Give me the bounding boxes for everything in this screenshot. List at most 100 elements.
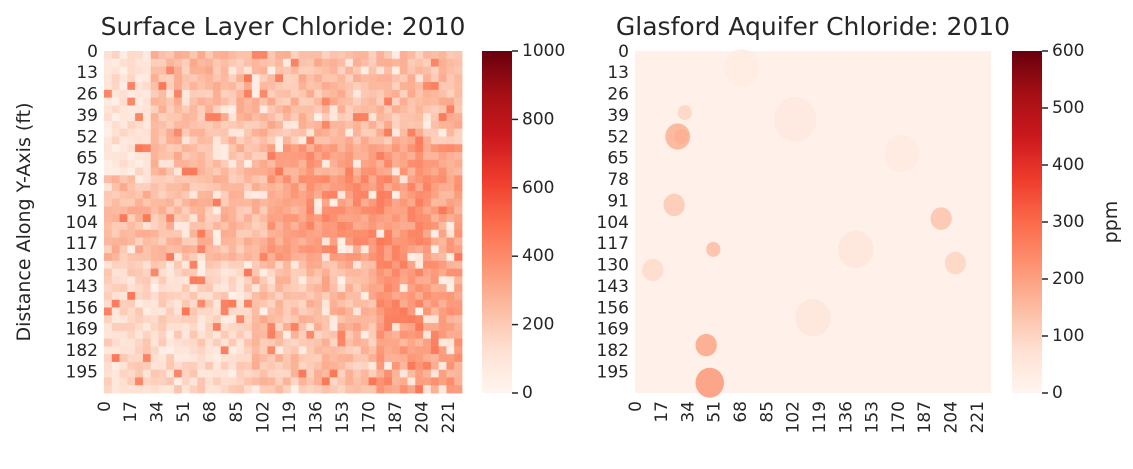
heatmap-cell	[283, 113, 292, 122]
heatmap-cell	[306, 222, 315, 231]
heatmap-cell	[197, 74, 206, 83]
heatmap-cell	[415, 214, 424, 223]
heatmap-cell	[430, 284, 440, 293]
heatmap-cell	[321, 66, 331, 75]
heatmap-cell	[104, 385, 113, 394]
heatmap-cell	[275, 159, 284, 168]
heatmap-cell	[104, 167, 113, 176]
heatmap-cell	[119, 89, 128, 99]
heatmap-cell	[142, 89, 152, 99]
heatmap-cell	[290, 66, 299, 75]
heatmap-cell	[321, 268, 331, 277]
heatmap-cell	[251, 245, 261, 254]
heatmap-cell	[189, 346, 198, 355]
heatmap-cell	[142, 97, 152, 106]
heatmap-cell	[135, 260, 144, 270]
heatmap-cell	[430, 237, 440, 246]
heatmap-cell	[189, 167, 198, 176]
heatmap-cell	[244, 385, 253, 394]
heatmap-cell	[391, 206, 401, 215]
heatmap-cell	[290, 260, 299, 270]
heatmap-cell	[314, 346, 323, 355]
colorbar-tick-label: 0	[1052, 383, 1063, 403]
heatmap-cell	[205, 260, 214, 270]
heatmap-cell	[329, 245, 338, 254]
heatmap-cell	[337, 206, 346, 215]
heatmap-cell	[360, 361, 370, 371]
heatmap-cell	[127, 229, 136, 238]
heatmap-cell	[399, 144, 408, 153]
heatmap-cell	[391, 377, 401, 386]
heatmap-cell	[166, 175, 175, 184]
heatmap-cell	[111, 229, 120, 238]
heatmap-cell	[104, 307, 113, 316]
heatmap-cell	[353, 89, 362, 99]
heatmap-cell	[197, 369, 206, 378]
heatmap-cell	[111, 222, 120, 231]
heatmap-cell	[391, 120, 401, 130]
heatmap-cell	[329, 330, 338, 339]
heatmap-cell	[119, 167, 128, 176]
heatmap-cell	[119, 206, 128, 215]
heatmap-cell	[283, 354, 292, 363]
heatmap-cell	[423, 136, 432, 145]
heatmap-cell	[360, 136, 370, 145]
heatmap-cell	[251, 284, 261, 293]
heatmap-cell	[314, 190, 323, 200]
heatmap-cell	[259, 66, 268, 75]
heatmap-cell	[197, 260, 206, 270]
heatmap-cell	[290, 354, 299, 363]
heatmap-cell	[337, 214, 346, 223]
heatmap-cell	[197, 175, 206, 184]
heatmap-cell	[189, 136, 198, 145]
heatmap-cell	[158, 377, 167, 386]
heatmap-cell	[197, 222, 206, 231]
heatmap-cell	[212, 315, 222, 324]
heatmap-cell	[306, 229, 315, 238]
heatmap-cell	[205, 190, 214, 200]
heatmap-cell	[423, 237, 432, 246]
heatmap-cell	[111, 105, 120, 114]
heatmap-cell	[212, 354, 222, 363]
heatmap-cell	[306, 159, 315, 168]
heatmap-cell	[205, 385, 214, 394]
heatmap-cell	[384, 323, 393, 332]
heatmap-cell	[251, 58, 261, 67]
heatmap-cell	[376, 51, 385, 60]
heatmap-cell	[391, 51, 401, 60]
heatmap-cell	[135, 190, 144, 200]
heatmap-cell	[345, 51, 354, 60]
heatmap-cell	[174, 229, 183, 238]
heatmap-cell	[275, 354, 284, 363]
heatmap-cell	[290, 222, 299, 231]
heatmap-cell	[267, 284, 276, 293]
heatmap-cell	[174, 128, 183, 137]
heatmap-cell	[298, 354, 307, 363]
heatmap-cell	[337, 338, 346, 347]
heatmap-cell	[446, 128, 455, 137]
heatmap-cell	[430, 330, 440, 339]
heatmap-cell	[314, 315, 323, 324]
heatmap-cell	[345, 120, 354, 130]
heatmap-cell	[189, 338, 198, 347]
heatmap-cell	[290, 175, 299, 184]
heatmap-cell	[298, 120, 307, 130]
heatmap-cell	[189, 354, 198, 363]
heatmap-cell	[228, 260, 237, 270]
heatmap-cell	[259, 253, 268, 262]
heatmap-cell	[158, 66, 167, 75]
heatmap-cell	[283, 377, 292, 386]
heatmap-cell	[298, 175, 307, 184]
heatmap-cell	[197, 385, 206, 394]
heatmap-cell	[236, 159, 245, 168]
heatmap-cell	[197, 315, 206, 324]
heatmap-cell	[407, 284, 416, 293]
heatmap-cell	[337, 105, 346, 114]
heatmap-cell	[205, 51, 214, 60]
heatmap-cell	[251, 128, 261, 137]
heatmap-cell	[368, 245, 377, 254]
heatmap-cell	[329, 144, 338, 153]
heatmap-cell	[104, 198, 113, 207]
heatmap-cell	[181, 276, 191, 285]
